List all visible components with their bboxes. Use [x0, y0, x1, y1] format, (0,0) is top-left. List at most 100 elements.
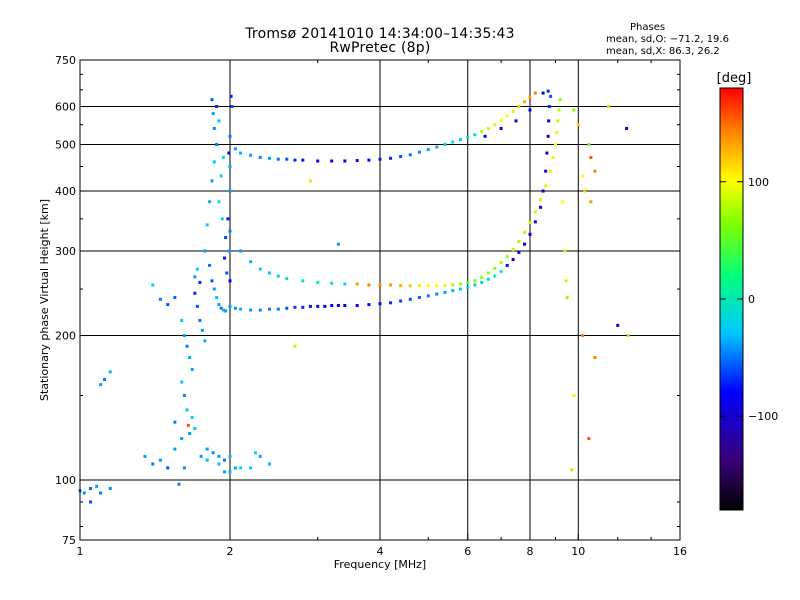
data-point — [480, 276, 484, 280]
data-point — [158, 458, 162, 462]
data-point — [143, 454, 147, 458]
data-point — [556, 119, 560, 123]
data-point — [180, 318, 184, 322]
data-point — [276, 157, 280, 161]
chart-subtitle: RwPretec (8p) — [329, 40, 431, 56]
phase-panel-title: Phases — [630, 22, 666, 33]
x-tick-label: 1 — [77, 545, 84, 558]
data-point — [239, 151, 243, 155]
data-point — [528, 95, 532, 99]
data-point — [547, 105, 551, 109]
data-point — [228, 304, 232, 308]
data-point — [293, 344, 297, 348]
data-point — [511, 109, 515, 113]
data-point — [220, 217, 224, 221]
x-tick-label: 8 — [527, 545, 534, 558]
data-point — [215, 105, 219, 109]
data-point — [210, 179, 214, 183]
data-point — [483, 134, 487, 138]
data-point — [343, 282, 347, 286]
data-point — [205, 458, 209, 462]
data-point — [267, 462, 271, 466]
data-point — [316, 280, 320, 284]
data-point — [99, 491, 103, 495]
data-point — [223, 470, 227, 474]
data-point — [316, 159, 320, 163]
data-point — [389, 156, 393, 160]
data-point — [549, 169, 553, 173]
data-point — [210, 98, 214, 102]
data-point — [188, 355, 192, 359]
y-tick-label: 400 — [55, 185, 76, 198]
data-point — [435, 292, 439, 296]
data-point — [443, 143, 447, 147]
data-point — [228, 454, 232, 458]
data-point — [293, 305, 297, 309]
data-point — [458, 282, 462, 286]
data-point — [572, 394, 576, 398]
data-point — [195, 304, 199, 308]
x-tick-label: 2 — [227, 545, 234, 558]
data-point — [541, 91, 545, 95]
data-point — [217, 462, 221, 466]
data-point — [336, 242, 340, 246]
data-point — [198, 280, 202, 284]
colorbar-tick-label: 0 — [748, 293, 755, 306]
data-point — [511, 258, 515, 262]
data-point — [572, 108, 576, 112]
data-point — [258, 267, 262, 271]
data-point — [389, 301, 393, 305]
data-point — [212, 287, 216, 291]
data-point — [186, 423, 190, 427]
data-point — [443, 290, 447, 294]
y-tick-label: 300 — [55, 245, 76, 258]
data-point — [528, 108, 532, 112]
colorbar-tick-label: 100 — [748, 176, 769, 189]
data-point — [188, 432, 192, 436]
data-point — [182, 394, 186, 398]
data-point — [539, 198, 543, 202]
data-point — [517, 250, 521, 254]
grid-lines — [80, 60, 680, 540]
data-point — [219, 174, 223, 178]
data-point — [212, 126, 216, 130]
data-point — [166, 466, 170, 470]
y-tick-label: 750 — [55, 54, 76, 67]
data-point — [308, 304, 312, 308]
data-point — [589, 200, 593, 204]
data-point — [225, 271, 229, 275]
data-point — [473, 133, 477, 137]
data-point — [533, 210, 537, 214]
data-point — [505, 263, 509, 267]
data-point — [82, 491, 86, 495]
data-point — [108, 370, 112, 374]
data-point — [267, 156, 271, 160]
data-point — [546, 134, 550, 138]
data-point — [533, 91, 537, 95]
data-point — [523, 100, 527, 104]
data-point — [223, 458, 227, 462]
data-point — [486, 126, 490, 130]
data-point — [249, 260, 253, 264]
data-point — [451, 289, 455, 293]
data-point — [293, 158, 297, 162]
data-point — [203, 249, 207, 253]
x-axis-label: Frequency [MHz] — [334, 558, 426, 571]
data-point — [336, 303, 340, 307]
data-point — [108, 487, 112, 491]
data-point — [545, 151, 549, 155]
data-point — [389, 283, 393, 287]
data-point — [258, 155, 262, 159]
data-point — [493, 123, 497, 127]
data-point — [89, 500, 93, 504]
data-point — [557, 108, 561, 112]
data-point — [190, 415, 194, 419]
data-point — [378, 157, 382, 161]
data-point — [253, 451, 257, 455]
data-point — [607, 105, 611, 109]
data-point — [249, 466, 253, 470]
y-tick-label: 100 — [55, 474, 76, 487]
data-point — [558, 98, 562, 102]
data-point — [544, 169, 548, 173]
